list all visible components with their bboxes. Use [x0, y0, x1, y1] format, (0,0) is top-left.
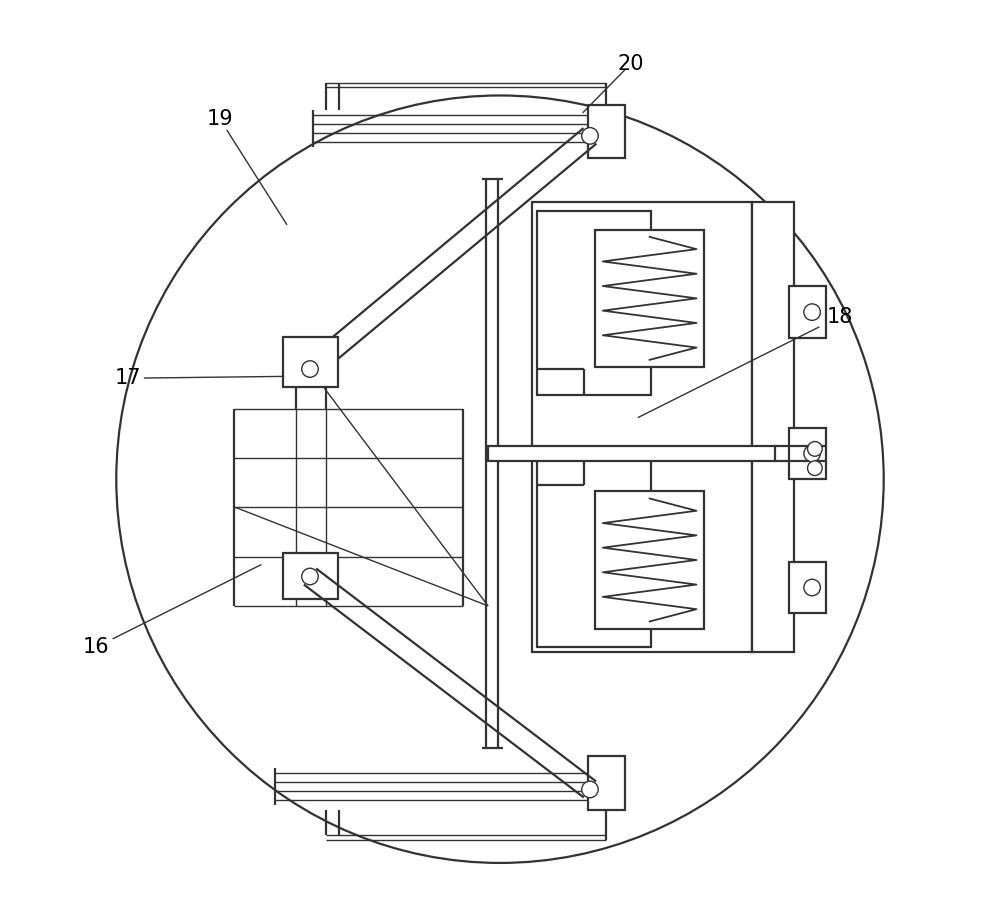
Circle shape	[302, 361, 318, 377]
Bar	[789, 428, 826, 479]
Bar	[532, 202, 752, 652]
Bar	[752, 202, 794, 652]
Text: 17: 17	[115, 368, 141, 388]
Circle shape	[116, 95, 884, 863]
Circle shape	[302, 568, 318, 585]
Text: 20: 20	[617, 54, 644, 74]
Bar	[488, 446, 775, 461]
Bar	[789, 562, 826, 613]
Bar	[283, 553, 338, 599]
Text: 18: 18	[826, 307, 853, 327]
Circle shape	[808, 461, 822, 476]
Bar	[789, 286, 826, 338]
Circle shape	[804, 445, 820, 462]
Bar	[537, 211, 651, 395]
Bar	[588, 756, 625, 810]
Text: 19: 19	[207, 109, 233, 129]
Circle shape	[582, 781, 598, 798]
Circle shape	[804, 304, 820, 320]
Circle shape	[808, 442, 822, 456]
Bar	[588, 105, 625, 158]
Bar	[283, 337, 338, 387]
Circle shape	[804, 579, 820, 596]
Bar	[595, 491, 704, 629]
Text: 16: 16	[83, 637, 109, 657]
Circle shape	[582, 128, 598, 144]
Bar	[537, 459, 651, 647]
Bar	[595, 230, 704, 367]
